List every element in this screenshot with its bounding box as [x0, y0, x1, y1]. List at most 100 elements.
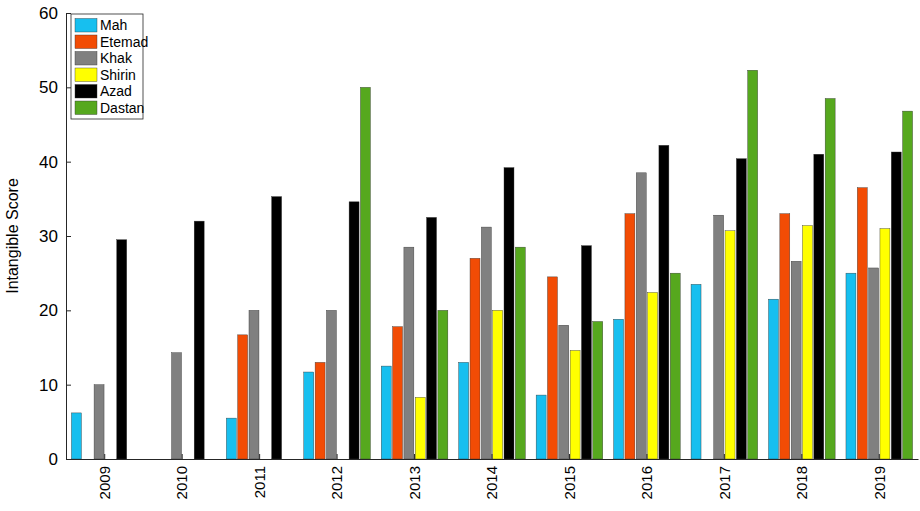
x-tick-label: 2018	[793, 466, 810, 499]
bar	[780, 214, 790, 459]
bar	[238, 335, 248, 459]
x-tick-mark	[182, 454, 183, 459]
bar	[570, 350, 580, 459]
x-tick: 2014	[483, 454, 500, 499]
x-axis: 2009 2010 2011 2012 2013 2014 2015 2016 2017 2018…	[67, 454, 919, 499]
legend-swatch	[75, 35, 97, 49]
bar	[94, 385, 104, 459]
x-tick-mark	[569, 454, 570, 459]
y-tick-label: 30	[39, 227, 58, 246]
bar	[272, 197, 282, 459]
bar	[172, 353, 182, 459]
bar	[493, 310, 503, 459]
bar	[393, 327, 403, 459]
bar	[869, 268, 879, 459]
bar	[825, 98, 835, 459]
y-tick-label: 60	[39, 4, 58, 23]
y-tick-label: 0	[49, 450, 58, 469]
x-tick: 2013	[406, 454, 423, 499]
bar	[903, 111, 913, 459]
bar	[559, 325, 569, 459]
bar	[769, 299, 779, 459]
bar	[194, 221, 204, 459]
bar	[349, 202, 359, 459]
legend-swatch	[75, 19, 97, 33]
legend-label: Azad	[100, 83, 132, 99]
bar	[670, 273, 680, 459]
bars	[71, 70, 912, 459]
bar	[360, 87, 370, 459]
bar	[226, 418, 236, 459]
legend-label: Mah	[100, 17, 127, 33]
x-tick: 2017	[716, 454, 733, 499]
x-tick-mark	[801, 454, 802, 459]
legend-swatch	[75, 52, 97, 66]
legend-swatch	[75, 85, 97, 99]
legend-label: Dastan	[100, 100, 144, 116]
x-tick: 2010	[173, 454, 190, 499]
legend-label: Shirin	[100, 67, 136, 83]
x-tick-label: 2011	[251, 466, 268, 498]
y-tick-mark	[66, 162, 71, 163]
bar	[536, 395, 546, 459]
x-tick-mark	[879, 454, 880, 459]
bar	[504, 168, 514, 459]
bar	[857, 188, 867, 459]
y-tick: 30	[39, 227, 71, 246]
bar	[315, 362, 325, 459]
bar	[846, 273, 856, 459]
bar	[814, 154, 824, 459]
y-tick-label: 50	[39, 78, 58, 97]
x-tick: 2009	[96, 454, 113, 499]
bar	[748, 70, 758, 459]
bar	[880, 229, 890, 459]
legend-label: Etemad	[100, 34, 148, 50]
x-tick-mark	[414, 454, 415, 459]
x-tick-mark	[646, 454, 647, 459]
bar	[381, 366, 391, 459]
x-axis-line	[67, 459, 919, 460]
bar	[404, 247, 414, 459]
bar	[636, 173, 646, 459]
x-tick: 2016	[638, 454, 655, 499]
bar	[714, 215, 724, 459]
legend-swatch	[75, 101, 97, 115]
bar	[593, 321, 603, 459]
bar	[648, 292, 658, 459]
x-tick-label: 2016	[638, 466, 655, 499]
y-tick: 10	[39, 376, 71, 395]
bar	[581, 246, 591, 459]
bar	[791, 261, 801, 459]
x-tick: 2011	[251, 454, 268, 498]
bar	[304, 372, 314, 459]
bar	[691, 284, 701, 459]
x-tick-label: 2014	[483, 466, 500, 499]
bar	[470, 258, 480, 459]
x-tick-label: 2017	[716, 466, 733, 499]
y-tick-mark	[66, 385, 71, 386]
bar	[71, 413, 81, 459]
bar	[326, 310, 336, 459]
x-tick-label: 2009	[96, 466, 113, 499]
bar	[736, 159, 746, 459]
x-tick-mark	[259, 454, 260, 459]
bar	[891, 152, 901, 459]
y-tick-mark	[66, 87, 71, 88]
bar	[802, 226, 812, 459]
x-tick-mark	[724, 454, 725, 459]
y-tick: 20	[39, 301, 71, 320]
x-tick-label: 2012	[328, 466, 345, 499]
bar	[547, 277, 557, 459]
bar	[459, 362, 469, 459]
bar	[415, 397, 425, 459]
y-tick-mark	[66, 310, 71, 311]
y-axis: 0102030405060	[39, 4, 71, 469]
y-tick-label: 20	[39, 301, 58, 320]
x-tick-label: 2013	[406, 466, 423, 499]
x-tick-label: 2015	[561, 466, 578, 499]
bar	[625, 214, 635, 459]
x-tick-label: 2010	[173, 466, 190, 499]
bar	[614, 319, 624, 459]
bar	[117, 240, 127, 459]
bar	[427, 217, 437, 459]
